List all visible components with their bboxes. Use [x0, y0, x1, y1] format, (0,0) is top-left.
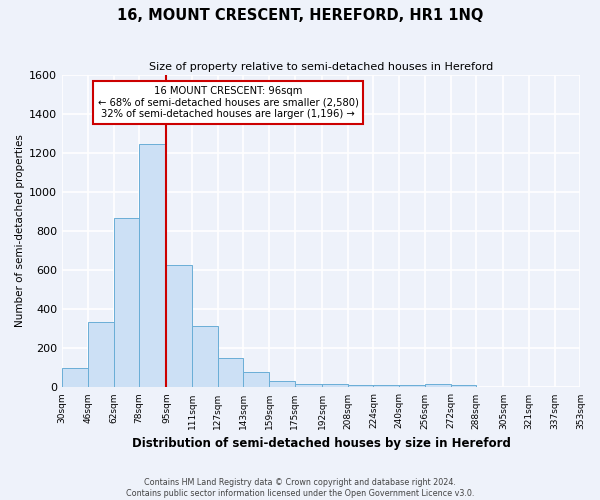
Bar — [139, 144, 166, 388]
Text: Contains HM Land Registry data © Crown copyright and database right 2024.
Contai: Contains HM Land Registry data © Crown c… — [126, 478, 474, 498]
Bar — [322, 384, 348, 388]
Bar — [348, 386, 373, 388]
X-axis label: Distribution of semi-detached houses by size in Hereford: Distribution of semi-detached houses by … — [132, 437, 511, 450]
Bar — [192, 326, 218, 388]
Bar — [88, 322, 113, 388]
Bar — [166, 266, 192, 388]
Bar — [425, 384, 451, 388]
Text: 16, MOUNT CRESCENT, HEREFORD, HR1 1NQ: 16, MOUNT CRESCENT, HEREFORD, HR1 1NQ — [117, 8, 483, 22]
Bar — [62, 368, 88, 388]
Bar — [373, 386, 399, 388]
Bar — [451, 386, 476, 388]
Bar — [399, 386, 425, 388]
Y-axis label: Number of semi-detached properties: Number of semi-detached properties — [15, 134, 25, 328]
Bar — [218, 358, 244, 388]
Bar — [269, 380, 295, 388]
Title: Size of property relative to semi-detached houses in Hereford: Size of property relative to semi-detach… — [149, 62, 493, 72]
Bar — [295, 384, 322, 388]
Text: 16 MOUNT CRESCENT: 96sqm
← 68% of semi-detached houses are smaller (2,580)
32% o: 16 MOUNT CRESCENT: 96sqm ← 68% of semi-d… — [98, 86, 358, 119]
Bar — [113, 218, 139, 388]
Bar — [244, 372, 269, 388]
